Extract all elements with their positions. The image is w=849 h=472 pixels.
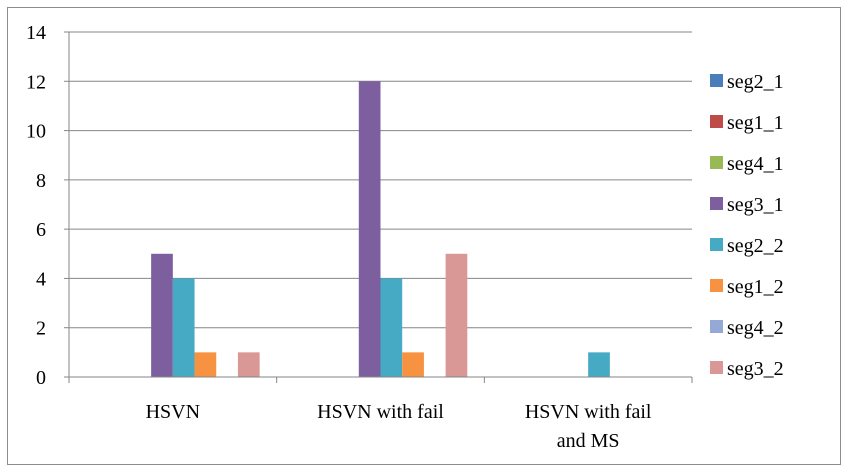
axis-labels: 0 2 4 6 8 10 12 14 HSVN HSVN with fail HSVN with f…: [26, 22, 652, 452]
legend-label: seg4_1: [727, 153, 784, 175]
bar-seg3_1: [151, 253, 173, 377]
y-tick-label: 4: [36, 268, 46, 290]
bar-seg3_1: [358, 81, 381, 378]
bar-seg3_2: [445, 253, 468, 377]
legend-swatch: [710, 279, 723, 292]
y-tick-label: 2: [36, 318, 46, 340]
legend-label: seg3_1: [727, 194, 784, 216]
x-category-label: HSVN with fail: [317, 401, 444, 423]
bar-seg3_2: [237, 352, 260, 377]
bar-seg2_2: [380, 278, 403, 377]
legend-label: seg1_1: [727, 112, 784, 134]
bar-seg1_2: [402, 352, 424, 377]
legend-swatch: [710, 156, 723, 169]
y-tick-label: 8: [36, 170, 46, 192]
legend-swatch: [710, 197, 723, 210]
legend-label: seg1_2: [727, 276, 784, 298]
bar-seg2_2: [588, 352, 610, 377]
legend-label: seg2_1: [727, 71, 784, 93]
y-tick-label: 10: [26, 121, 46, 143]
y-tick-label: 12: [26, 71, 46, 93]
legend-swatch: [710, 361, 723, 374]
axes: [64, 31, 693, 383]
legend-swatch: [710, 74, 723, 87]
x-category-label: and MS: [557, 430, 620, 452]
legend-swatch: [710, 320, 723, 333]
legend-label: seg3_2: [727, 358, 784, 380]
x-category-label: HSVN: [146, 401, 200, 423]
legend-label: seg2_2: [727, 235, 784, 257]
bar-seg1_2: [194, 352, 217, 377]
bar-seg2_2: [172, 278, 195, 377]
y-tick-label: 0: [36, 367, 46, 389]
x-category-label: HSVN with fail: [525, 401, 652, 423]
legend-label: seg4_2: [727, 317, 784, 339]
y-tick-label: 6: [36, 219, 46, 241]
legend-swatch: [710, 115, 723, 128]
legend: seg2_1 seg1_1 seg4_1 seg3_1 seg2_2 seg1_2 seg4…: [710, 71, 784, 380]
chart-frame: [7, 7, 841, 465]
bars: [151, 81, 610, 378]
y-tick-label: 14: [26, 22, 46, 44]
legend-swatch: [710, 238, 723, 251]
